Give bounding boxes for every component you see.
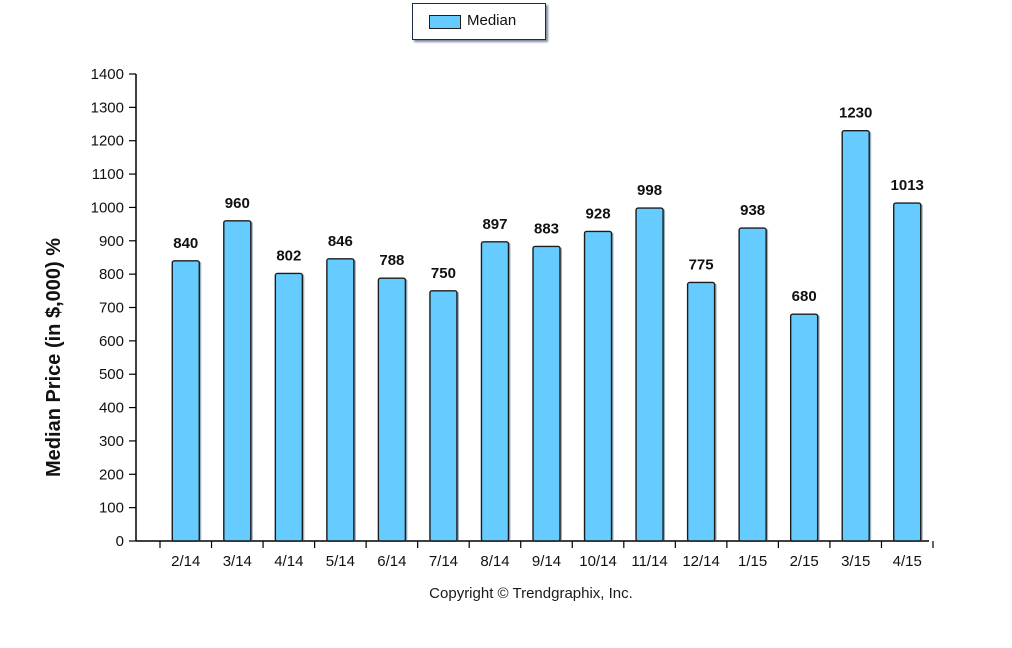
y-tick-label: 300 — [99, 433, 124, 450]
x-tick-label: 4/15 — [893, 553, 922, 570]
bar — [223, 220, 252, 542]
y-tick-label: 700 — [99, 300, 124, 317]
bar-value-label: 1230 — [839, 105, 872, 122]
x-tick-label: 10/14 — [579, 553, 617, 570]
bar — [738, 227, 767, 542]
legend: Median — [412, 3, 546, 40]
bar-value-label: 897 — [482, 216, 507, 233]
x-tick-label: 7/14 — [429, 553, 458, 570]
y-tick-label: 400 — [99, 400, 124, 417]
x-tick-label: 3/15 — [841, 553, 870, 570]
bar — [171, 260, 200, 542]
legend-label: Median — [467, 12, 517, 29]
bar — [377, 277, 407, 542]
bar — [480, 241, 510, 542]
x-tick-label: 9/14 — [532, 553, 561, 570]
y-tick-label: 900 — [99, 233, 124, 250]
y-tick-label: 800 — [99, 266, 124, 283]
bar-value-label: 846 — [328, 233, 353, 250]
bar — [841, 130, 870, 542]
bar-value-label: 775 — [689, 256, 714, 273]
x-tick-label: 6/14 — [377, 553, 406, 570]
y-tick-label: 500 — [99, 366, 124, 383]
x-tick-label: 5/14 — [326, 553, 355, 570]
bar — [326, 258, 355, 542]
bar — [274, 272, 304, 542]
bar — [893, 202, 922, 542]
bar-value-label: 1013 — [891, 177, 924, 194]
bar — [429, 290, 458, 542]
bar-value-label: 802 — [276, 247, 301, 264]
bar-value-label: 938 — [740, 202, 765, 219]
x-tick-label: 4/14 — [274, 553, 303, 570]
bar-value-label: 750 — [431, 265, 456, 282]
bar-value-label: 998 — [637, 182, 662, 199]
y-tick-label: 0 — [116, 533, 124, 550]
x-tick-label: 11/14 — [631, 553, 667, 570]
y-tick-label: 1000 — [91, 199, 124, 216]
y-tick-label: 600 — [99, 333, 124, 350]
bar — [789, 313, 819, 542]
x-tick-label: 12/14 — [682, 553, 720, 570]
bar-value-label: 680 — [792, 288, 817, 305]
bar-value-label: 788 — [379, 252, 404, 269]
x-tick-label: 3/14 — [223, 553, 252, 570]
y-axis-title: Median Price (in $,000) % — [43, 238, 65, 477]
bar-value-label: 928 — [586, 205, 611, 222]
y-tick-label: 100 — [99, 500, 124, 517]
x-tick-label: 1/15 — [738, 553, 767, 570]
x-tick-label: 2/14 — [171, 553, 200, 570]
y-tick-label: 1400 — [91, 66, 124, 83]
x-tick-label: 8/14 — [480, 553, 509, 570]
legend-swatch — [429, 15, 461, 29]
y-tick-label: 1300 — [91, 99, 124, 116]
y-tick-label: 1100 — [92, 166, 124, 183]
copyright-text: Copyright © Trendgraphix, Inc. — [429, 585, 633, 602]
bar-value-label: 883 — [534, 220, 559, 237]
y-tick-label: 200 — [99, 466, 124, 483]
bar-value-label: 840 — [173, 235, 198, 252]
x-tick-label: 2/15 — [790, 553, 819, 570]
bar-value-label: 960 — [225, 195, 250, 212]
bar — [635, 207, 664, 542]
bar — [532, 245, 561, 542]
bar — [583, 230, 613, 542]
y-tick-label: 1200 — [91, 133, 124, 150]
bar — [686, 281, 716, 542]
